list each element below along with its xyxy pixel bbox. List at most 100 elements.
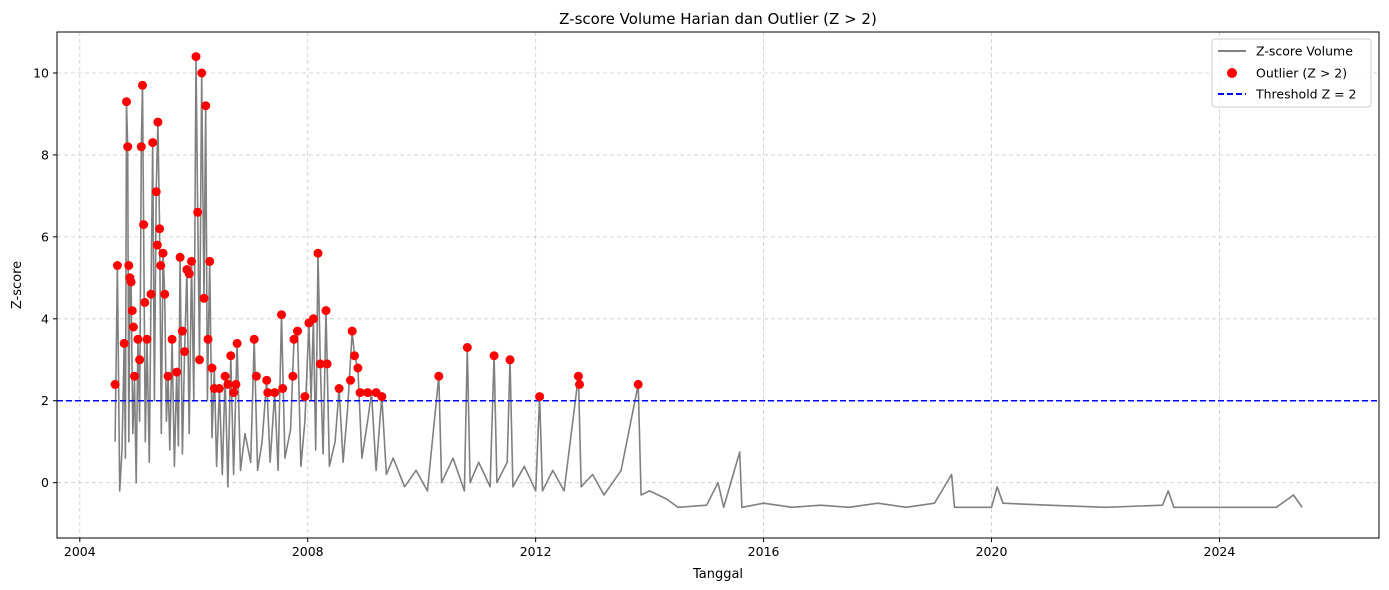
outlier-point <box>163 371 173 381</box>
outlier-point <box>122 97 131 107</box>
outlier-point <box>138 80 147 90</box>
outlier-point <box>155 224 165 234</box>
outlier-point <box>214 384 224 393</box>
outlier-point <box>146 289 156 299</box>
y-axis-label: Z-score <box>10 261 25 309</box>
outlier-point <box>489 351 499 361</box>
outlier-point <box>277 310 286 320</box>
outlier-point <box>126 277 136 287</box>
outlier-point <box>315 359 325 369</box>
outlier-layer <box>110 52 643 402</box>
outlier-point <box>136 142 146 152</box>
outlier-point <box>139 220 149 230</box>
y-tick-label: 8 <box>41 147 49 162</box>
outlier-point <box>160 289 170 299</box>
outlier-point <box>148 138 158 148</box>
outlier-point <box>177 326 187 336</box>
outlier-point <box>199 293 209 303</box>
outlier-point <box>308 314 318 324</box>
outlier-point <box>293 326 302 336</box>
outlier-point <box>124 261 134 270</box>
outlier-point <box>251 371 261 381</box>
outlier-point <box>289 334 299 344</box>
outlier-point <box>321 306 331 316</box>
outlier-point <box>288 371 298 381</box>
outlier-point <box>151 187 161 197</box>
outlier-point <box>158 248 168 258</box>
x-tick-label: 2020 <box>976 544 1008 559</box>
outlier-point <box>223 379 233 389</box>
outlier-point <box>434 371 444 381</box>
outlier-point <box>127 306 137 316</box>
outlier-point <box>195 355 204 365</box>
legend-label-outlier: Outlier (Z > 2) <box>1256 66 1347 81</box>
outlier-point <box>201 101 211 111</box>
outlier-point <box>175 252 185 262</box>
outlier-point <box>205 256 215 266</box>
outlier-point <box>355 388 365 398</box>
x-axis-label: Tanggal <box>692 567 743 582</box>
y-tick-label: 4 <box>41 311 49 326</box>
outlier-point <box>229 388 239 398</box>
outlier-point <box>180 347 190 357</box>
outlier-point <box>334 384 344 393</box>
outlier-point <box>187 256 196 266</box>
outlier-point <box>346 375 355 385</box>
outlier-point <box>462 343 472 352</box>
legend: Z-score Volume Outlier (Z > 2) Threshold… <box>1211 38 1372 108</box>
outlier-point <box>347 326 357 336</box>
outlier-point <box>110 379 120 389</box>
y-tick-label: 10 <box>33 65 49 80</box>
tick-layer: 2004 2008 2012 2016 2020 2024 0 2 4 6 8 10 <box>33 65 1235 559</box>
outlier-point <box>133 334 143 344</box>
outlier-point <box>350 351 359 361</box>
outlier-point <box>142 334 152 344</box>
outlier-point <box>140 297 150 307</box>
outlier-point <box>207 363 217 373</box>
outlier-point <box>633 379 643 389</box>
legend-outlier-swatch <box>1227 68 1237 78</box>
outlier-point <box>263 388 273 398</box>
outlier-point <box>193 207 203 217</box>
plot-frame <box>56 31 1380 539</box>
outlier-point <box>172 367 182 377</box>
outlier-point <box>119 338 129 348</box>
outlier-point <box>226 351 236 361</box>
outlier-point <box>203 334 213 344</box>
x-tick-label: 2008 <box>292 544 324 559</box>
outlier-point <box>184 269 194 279</box>
outlier-point <box>322 359 332 369</box>
outlier-point <box>156 261 166 270</box>
x-tick-label: 2012 <box>520 544 552 559</box>
outlier-point <box>353 363 363 373</box>
outlier-point <box>262 375 272 385</box>
outlier-point <box>167 334 177 344</box>
outlier-point <box>232 338 242 348</box>
outlier-point <box>191 52 201 62</box>
legend-label-series: Z-score Volume <box>1256 44 1353 59</box>
outlier-point <box>135 355 145 365</box>
outlier-point <box>197 68 207 78</box>
outlier-point <box>128 322 138 332</box>
outlier-point <box>300 392 310 402</box>
outlier-point <box>505 355 515 365</box>
outlier-point <box>130 371 139 381</box>
outlier-point <box>152 240 162 250</box>
outlier-point <box>278 384 288 393</box>
x-tick-label: 2024 <box>1204 544 1236 559</box>
y-tick-label: 2 <box>41 393 49 408</box>
outlier-point <box>249 334 259 344</box>
x-tick-label: 2004 <box>64 544 96 559</box>
y-tick-label: 6 <box>41 229 49 244</box>
outlier-point <box>112 261 122 270</box>
x-tick-label: 2016 <box>748 544 780 559</box>
outlier-point <box>535 392 545 402</box>
outlier-point <box>313 248 323 258</box>
outlier-point <box>153 117 163 127</box>
legend-box <box>1211 38 1372 108</box>
y-tick-label: 0 <box>41 475 49 490</box>
outlier-point <box>220 371 230 381</box>
